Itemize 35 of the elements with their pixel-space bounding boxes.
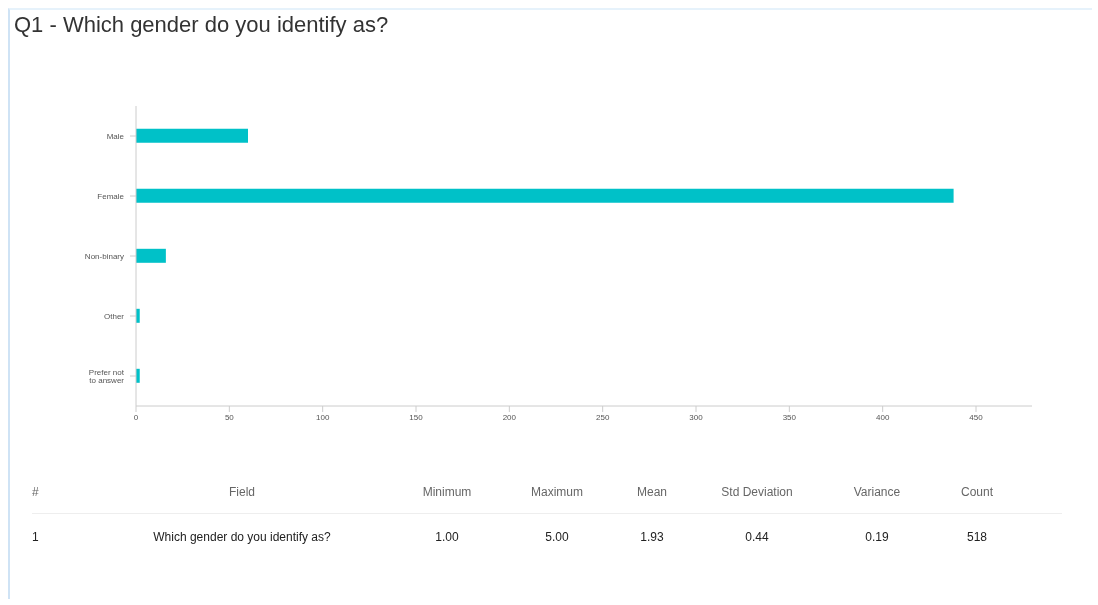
x-tick-label: 400 [875, 412, 890, 422]
text: 1.93 [639, 530, 665, 544]
y-tick-label: Prefer not to answer [88, 367, 125, 385]
x-tick-label: 100 [315, 412, 330, 422]
text: 0.19 [864, 530, 890, 544]
x-tick-label: 450 [969, 412, 984, 422]
text: Variance [852, 485, 902, 499]
text: Which gender do you identify as? [152, 530, 332, 544]
text: Maximum [530, 485, 584, 499]
text: Std Deviation [720, 485, 794, 499]
x-tick-label: 300 [689, 412, 704, 422]
text: 1.00 [434, 530, 460, 544]
text: 518 [966, 530, 988, 544]
bar [136, 248, 166, 263]
bar [136, 128, 248, 143]
text: 5.00 [544, 530, 570, 544]
x-tick-label: 200 [502, 412, 517, 422]
x-tick-label: 350 [782, 412, 797, 422]
y-tick-label: Male [106, 131, 125, 141]
x-tick-label: 250 [595, 412, 610, 422]
x-tick-label: 50 [224, 412, 235, 422]
y-tick-label: Female [97, 191, 125, 201]
x-tick-label: 150 [409, 412, 424, 422]
text: Field [228, 485, 256, 499]
y-tick-label: Other [103, 311, 125, 321]
y-tick-label: Non-binary [84, 251, 124, 261]
bar [136, 188, 954, 203]
text: Count [960, 485, 994, 499]
text: # [32, 485, 40, 499]
text: 1 [32, 530, 40, 544]
chart-title: Q1 - Which gender do you identify as? [14, 12, 389, 38]
x-tick-label: 0 [133, 412, 139, 422]
text: Mean [636, 485, 668, 499]
text: Minimum [421, 485, 473, 499]
text: 0.44 [744, 530, 770, 544]
